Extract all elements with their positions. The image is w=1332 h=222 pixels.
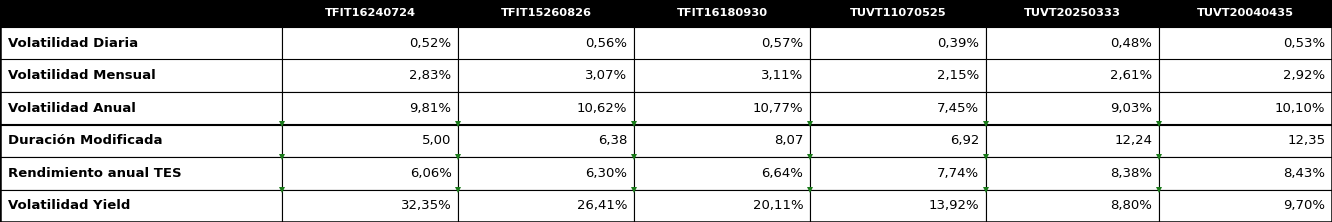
Bar bbox=[282, 27, 458, 59]
Bar bbox=[0, 157, 282, 190]
Bar bbox=[810, 59, 986, 92]
Text: 7,74%: 7,74% bbox=[936, 167, 979, 180]
Text: 0,57%: 0,57% bbox=[761, 37, 803, 50]
Text: Volatilidad Mensual: Volatilidad Mensual bbox=[8, 69, 156, 82]
Text: 2,83%: 2,83% bbox=[409, 69, 452, 82]
Bar bbox=[634, 59, 810, 92]
Text: 10,10%: 10,10% bbox=[1275, 102, 1325, 115]
Bar bbox=[810, 125, 986, 157]
Text: 9,70%: 9,70% bbox=[1283, 199, 1325, 212]
Bar bbox=[634, 27, 810, 59]
Text: Duración Modificada: Duración Modificada bbox=[8, 134, 163, 147]
Bar bbox=[0, 59, 282, 92]
Bar bbox=[1159, 190, 1332, 222]
Bar bbox=[282, 125, 458, 157]
Text: 3,07%: 3,07% bbox=[585, 69, 627, 82]
Bar bbox=[282, 92, 458, 125]
Bar bbox=[458, 157, 634, 190]
Text: TUVT20040435: TUVT20040435 bbox=[1197, 8, 1293, 18]
Text: 0,48%: 0,48% bbox=[1111, 37, 1152, 50]
Text: TUVT11070525: TUVT11070525 bbox=[850, 8, 946, 18]
Text: 6,06%: 6,06% bbox=[410, 167, 452, 180]
Text: 0,56%: 0,56% bbox=[585, 37, 627, 50]
Text: 2,92%: 2,92% bbox=[1283, 69, 1325, 82]
Bar bbox=[986, 190, 1159, 222]
Bar bbox=[986, 27, 1159, 59]
Bar bbox=[282, 157, 458, 190]
Bar bbox=[1159, 27, 1332, 59]
Bar bbox=[634, 0, 810, 27]
Text: 5,00: 5,00 bbox=[422, 134, 452, 147]
Bar bbox=[810, 0, 986, 27]
Text: TFIT16180930: TFIT16180930 bbox=[677, 8, 767, 18]
Text: 8,38%: 8,38% bbox=[1110, 167, 1152, 180]
Text: 8,80%: 8,80% bbox=[1111, 199, 1152, 212]
Text: 6,30%: 6,30% bbox=[585, 167, 627, 180]
Text: 12,24: 12,24 bbox=[1114, 134, 1152, 147]
Text: 6,92: 6,92 bbox=[950, 134, 979, 147]
Text: 10,62%: 10,62% bbox=[577, 102, 627, 115]
Text: Volatilidad Anual: Volatilidad Anual bbox=[8, 102, 136, 115]
Bar bbox=[986, 125, 1159, 157]
Text: 6,64%: 6,64% bbox=[762, 167, 803, 180]
Bar bbox=[458, 59, 634, 92]
Text: 9,81%: 9,81% bbox=[409, 102, 452, 115]
Bar bbox=[1159, 92, 1332, 125]
Text: 2,61%: 2,61% bbox=[1110, 69, 1152, 82]
Text: 8,07: 8,07 bbox=[774, 134, 803, 147]
Text: 20,11%: 20,11% bbox=[753, 199, 803, 212]
Bar bbox=[986, 157, 1159, 190]
Text: TFIT16240724: TFIT16240724 bbox=[325, 8, 416, 18]
Text: 8,43%: 8,43% bbox=[1283, 167, 1325, 180]
Bar bbox=[810, 190, 986, 222]
Bar bbox=[986, 0, 1159, 27]
Text: Volatilidad Yield: Volatilidad Yield bbox=[8, 199, 131, 212]
Text: 0,53%: 0,53% bbox=[1283, 37, 1325, 50]
Bar bbox=[458, 92, 634, 125]
Bar bbox=[1159, 125, 1332, 157]
Text: 9,03%: 9,03% bbox=[1110, 102, 1152, 115]
Text: 0,39%: 0,39% bbox=[936, 37, 979, 50]
Bar bbox=[458, 190, 634, 222]
Bar bbox=[634, 125, 810, 157]
Bar bbox=[810, 92, 986, 125]
Bar bbox=[458, 0, 634, 27]
Bar bbox=[458, 125, 634, 157]
Bar bbox=[1159, 0, 1332, 27]
Bar bbox=[1159, 157, 1332, 190]
Text: TFIT15260826: TFIT15260826 bbox=[501, 8, 591, 18]
Text: 6,38: 6,38 bbox=[598, 134, 627, 147]
Text: 26,41%: 26,41% bbox=[577, 199, 627, 212]
Bar bbox=[1159, 59, 1332, 92]
Text: TUVT20250333: TUVT20250333 bbox=[1024, 8, 1120, 18]
Bar bbox=[986, 92, 1159, 125]
Text: 0,52%: 0,52% bbox=[409, 37, 452, 50]
Bar bbox=[0, 0, 282, 27]
Text: 10,77%: 10,77% bbox=[753, 102, 803, 115]
Text: 7,45%: 7,45% bbox=[936, 102, 979, 115]
Bar bbox=[0, 190, 282, 222]
Text: 12,35: 12,35 bbox=[1287, 134, 1325, 147]
Bar bbox=[0, 27, 282, 59]
Bar bbox=[986, 59, 1159, 92]
Bar bbox=[634, 190, 810, 222]
Bar bbox=[810, 27, 986, 59]
Text: 2,15%: 2,15% bbox=[936, 69, 979, 82]
Text: Rendimiento anual TES: Rendimiento anual TES bbox=[8, 167, 181, 180]
Bar bbox=[458, 27, 634, 59]
Text: 3,11%: 3,11% bbox=[761, 69, 803, 82]
Bar bbox=[282, 59, 458, 92]
Bar bbox=[282, 190, 458, 222]
Bar bbox=[634, 92, 810, 125]
Bar bbox=[0, 125, 282, 157]
Bar bbox=[634, 157, 810, 190]
Bar bbox=[0, 92, 282, 125]
Bar bbox=[282, 0, 458, 27]
Text: 13,92%: 13,92% bbox=[928, 199, 979, 212]
Text: 32,35%: 32,35% bbox=[401, 199, 452, 212]
Text: Volatilidad Diaria: Volatilidad Diaria bbox=[8, 37, 139, 50]
Bar bbox=[810, 157, 986, 190]
